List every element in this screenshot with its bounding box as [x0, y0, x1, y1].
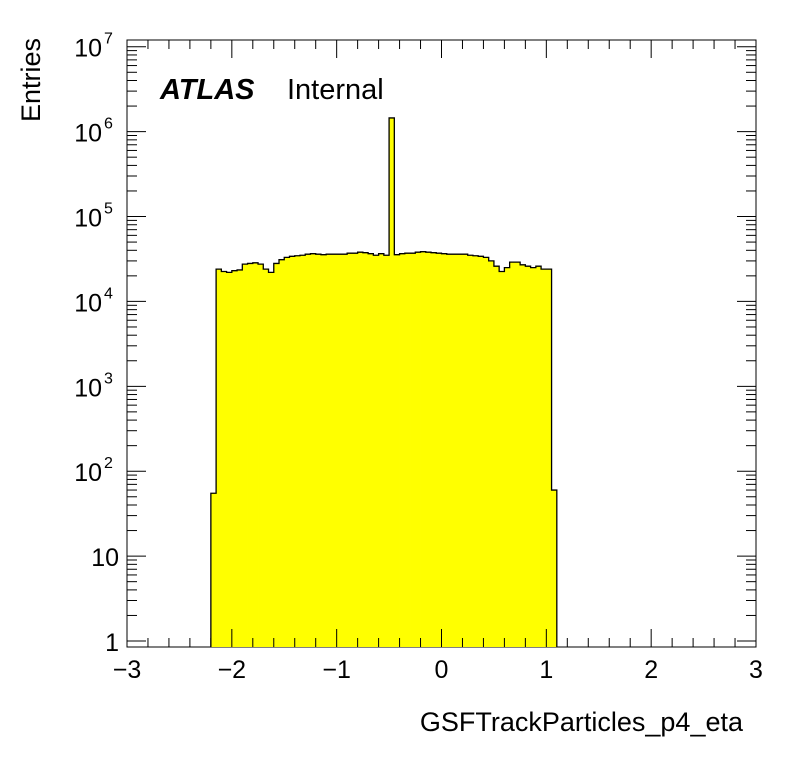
histogram-bar — [441, 253, 448, 648]
histogram-bar — [320, 254, 327, 647]
y-tick-exponent: 7 — [104, 31, 113, 48]
histogram-bar — [394, 254, 400, 647]
histogram-bar — [451, 254, 458, 647]
y-tick-label: 10 — [74, 35, 102, 63]
histogram-bar — [341, 254, 348, 647]
histogram-bar — [399, 253, 406, 648]
histogram-bar — [315, 254, 322, 647]
y-tick-exponent: 6 — [104, 116, 113, 133]
histogram-bar — [504, 267, 511, 647]
axis-ticks — [126, 40, 757, 647]
x-tick-label: −3 — [113, 656, 142, 684]
histogram-bar — [326, 254, 332, 647]
histogram-bar — [279, 259, 285, 647]
y-tick-label: 10 — [74, 205, 102, 233]
x-tick-label: −1 — [322, 656, 351, 684]
histogram-bar — [467, 255, 474, 647]
atlas-label: ATLAS — [159, 74, 255, 106]
x-tick-label: 0 — [435, 656, 449, 684]
internal-label: Internal — [287, 74, 384, 106]
histogram-bar — [420, 251, 427, 647]
histogram-bar — [389, 117, 395, 648]
histogram-bar — [404, 253, 411, 648]
histogram-bar — [247, 263, 254, 647]
histogram-bar — [520, 264, 526, 647]
histogram-bar — [472, 255, 479, 647]
histogram-bar — [373, 255, 379, 647]
histogram-bar — [294, 255, 301, 647]
y-tick-label: 10 — [74, 459, 102, 487]
histogram-bar — [273, 263, 280, 647]
histogram-bar — [431, 252, 437, 647]
histogram-bar — [499, 271, 505, 647]
histogram-bar — [383, 255, 390, 647]
histogram-bar — [551, 490, 558, 647]
histogram-bar — [425, 252, 432, 648]
histogram-bar — [457, 254, 463, 647]
histogram-bar — [352, 253, 359, 648]
histogram-bar — [305, 254, 311, 647]
histogram-bar — [483, 257, 490, 647]
y-axis-title: Entries — [16, 38, 46, 122]
histogram-bar — [368, 253, 374, 648]
histogram-bar — [462, 254, 469, 647]
x-tick-label: 2 — [644, 656, 658, 684]
histogram-bar — [410, 253, 416, 648]
histogram-bar — [289, 256, 296, 647]
histogram-bar — [221, 271, 227, 647]
y-tick-label: 10 — [74, 289, 102, 317]
histogram-bar — [478, 256, 484, 647]
histogram-bar — [231, 270, 238, 647]
histogram-bar — [488, 260, 495, 647]
histogram-bar — [310, 253, 317, 648]
x-tick-label: 3 — [749, 656, 763, 684]
y-tick-label: 10 — [74, 374, 102, 402]
histogram-bar — [258, 264, 264, 647]
histogram-bar — [299, 255, 306, 647]
histogram-bar — [436, 253, 442, 648]
histogram-bar — [210, 493, 217, 647]
histogram-bar — [541, 269, 547, 647]
histogram-bar — [530, 267, 537, 647]
x-tick-label: 1 — [539, 656, 553, 684]
histogram-bar — [347, 253, 353, 648]
histogram-bar — [268, 272, 275, 647]
histogram-bar — [242, 264, 248, 647]
histogram-bar — [493, 266, 500, 647]
histogram-bar — [546, 269, 552, 647]
x-axis-title: GSFTrackParticles_p4_eta — [420, 707, 744, 737]
histogram-bar — [357, 252, 364, 648]
y-tick-exponent: 5 — [104, 201, 113, 218]
histogram-bar — [514, 262, 521, 647]
histogram-bar — [415, 252, 421, 648]
histogram-bar — [362, 252, 369, 647]
histogram-bars — [210, 117, 558, 648]
histogram-bar — [525, 266, 532, 647]
histogram-bar — [535, 266, 542, 647]
histogram-bar — [378, 253, 385, 648]
histogram-bar — [331, 254, 338, 647]
histogram-bar — [263, 269, 269, 647]
histogram-bar — [284, 257, 290, 647]
y-tick-exponent: 2 — [104, 455, 113, 472]
y-tick-label: 10 — [91, 544, 119, 572]
histogram-bar — [509, 262, 516, 647]
y-tick-label: 1 — [105, 629, 119, 657]
y-tick-label: 10 — [74, 120, 102, 148]
histogram-bar — [226, 272, 233, 647]
histogram-bar — [336, 254, 343, 647]
histogram-outline — [210, 117, 558, 647]
histogram-bar — [252, 262, 259, 647]
histogram-bar — [237, 269, 243, 647]
x-tick-label: −2 — [218, 656, 247, 684]
histogram-bar — [216, 269, 222, 647]
y-tick-exponent: 3 — [104, 370, 113, 387]
histogram-bar — [446, 254, 453, 647]
y-tick-exponent: 4 — [104, 285, 113, 302]
